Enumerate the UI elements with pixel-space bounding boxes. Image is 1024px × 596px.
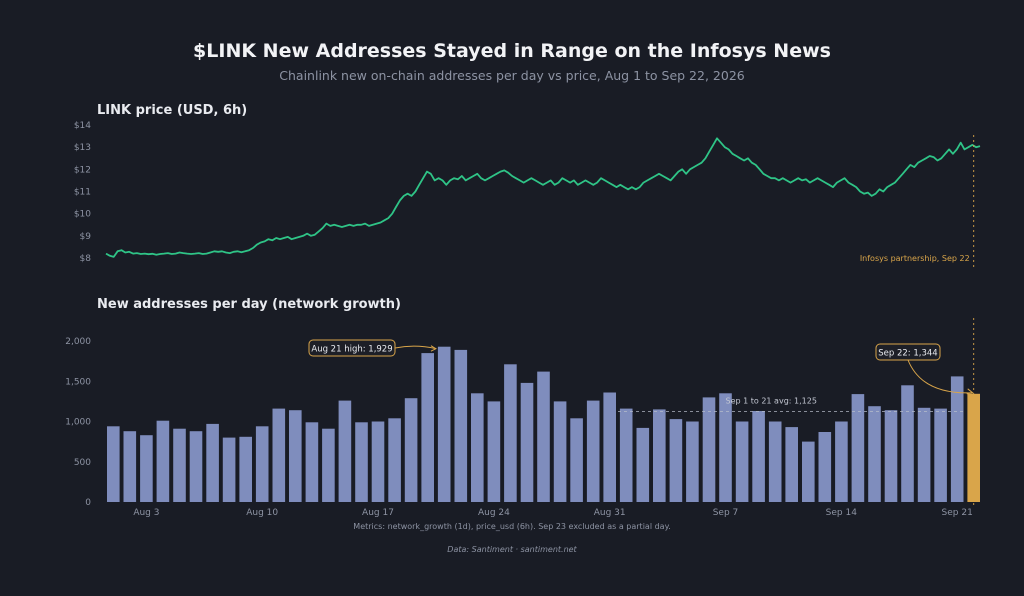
bar <box>653 409 666 502</box>
x-tick-label: Aug 31 <box>594 508 626 518</box>
bar <box>719 393 732 502</box>
bar <box>636 427 650 502</box>
bar <box>586 400 600 502</box>
price-line <box>105 137 981 258</box>
price-panel: $8 $9 $10 $11 $12 $13 $14 Infosys partnership, … <box>74 121 981 270</box>
bars-y-tick-label: 0 <box>85 498 91 508</box>
price-y-tick-label: $11 <box>74 188 91 198</box>
bar <box>388 418 401 502</box>
x-tick-label: Sep 7 <box>713 508 739 518</box>
bar <box>603 392 616 502</box>
chart-subtitle: Chainlink new on-chain addresses per day… <box>279 68 745 83</box>
event-marker-label: Infosys partnership, Sep 22 <box>860 254 970 263</box>
bar <box>189 431 203 502</box>
high-callout-label: Aug 21 high: 1,929 <box>311 345 392 355</box>
bar <box>768 421 782 502</box>
bar <box>669 419 683 502</box>
price-y-tick-label: $14 <box>74 121 91 131</box>
x-tick-label: Aug 17 <box>362 508 394 518</box>
bar <box>404 398 418 502</box>
x-tick-label: Aug 24 <box>478 508 510 518</box>
bar <box>702 397 716 502</box>
bar <box>421 353 434 502</box>
bar <box>255 426 269 502</box>
bar <box>338 400 352 502</box>
bar <box>619 408 633 502</box>
price-y-tick-label: $8 <box>80 254 92 264</box>
price-y-tick-label: $12 <box>74 165 91 175</box>
high-callout-arrowhead <box>430 345 437 352</box>
bar <box>868 406 881 502</box>
x-tick-label: Sep 21 <box>942 508 973 518</box>
x-tick-label: Aug 10 <box>246 508 278 518</box>
x-tick-label: Aug 3 <box>133 508 159 518</box>
source-footnote: Data: Santiment · santiment.net <box>447 545 577 554</box>
highlight-bar <box>967 393 980 502</box>
metrics-footnote: Metrics: network_growth (1d), price_usd … <box>353 522 671 531</box>
price-panel-title: LINK price (USD, 6h) <box>97 103 248 118</box>
average-reference-label: Sep 1 to 21 avg: 1,125 <box>726 396 817 405</box>
bars-panel-title: New addresses per day (network growth) <box>97 297 401 312</box>
bar <box>239 436 252 502</box>
price-y-tick-label: $10 <box>74 210 91 220</box>
bar <box>553 401 567 502</box>
bar <box>222 437 236 502</box>
bar <box>173 428 186 502</box>
bar <box>371 421 385 502</box>
bar <box>520 382 534 502</box>
bar <box>437 346 451 502</box>
sep22-callout-arrow <box>907 359 973 394</box>
sep22-callout-arrowhead <box>966 388 974 395</box>
bars-y-tick-label: 1,500 <box>65 377 91 387</box>
bars-y-tick-label: 2,000 <box>65 337 91 347</box>
bar <box>851 394 865 502</box>
bar <box>272 408 286 502</box>
high-callout-arrow <box>394 345 437 350</box>
bar <box>785 427 798 502</box>
x-tick-label: Sep 14 <box>826 508 858 518</box>
bar <box>934 408 947 502</box>
bar <box>835 421 848 502</box>
bar <box>322 428 335 502</box>
bar <box>305 422 319 502</box>
bar <box>123 431 137 502</box>
bars-y-tick-label: 1,000 <box>65 418 91 428</box>
bar <box>487 401 501 502</box>
bar <box>504 364 517 502</box>
bar <box>107 426 120 502</box>
bars-panel: 0 500 1,000 1,500 2,000 Aug 3 Aug 10 Aug 17 Aug … <box>65 318 980 518</box>
bar <box>752 411 765 502</box>
bar <box>355 422 368 502</box>
bar <box>735 421 749 502</box>
bar <box>140 435 153 502</box>
bar <box>289 410 302 502</box>
bar <box>901 385 914 502</box>
bar <box>917 407 931 502</box>
price-y-tick-label: $13 <box>74 143 91 153</box>
bar <box>570 418 583 502</box>
bars-y-tick-label: 500 <box>74 458 91 468</box>
bar <box>454 349 468 502</box>
bar <box>818 432 832 502</box>
bar <box>802 441 815 502</box>
bar <box>950 376 964 502</box>
price-y-tick-label: $9 <box>80 232 92 242</box>
sep22-callout-label: Sep 22: 1,344 <box>878 349 937 359</box>
chart-title: $LINK New Addresses Stayed in Range on t… <box>193 40 831 62</box>
bar <box>206 423 219 502</box>
bar <box>471 393 484 502</box>
bar <box>686 421 699 502</box>
bar <box>884 410 898 502</box>
bar <box>537 371 550 502</box>
bar <box>156 420 170 502</box>
